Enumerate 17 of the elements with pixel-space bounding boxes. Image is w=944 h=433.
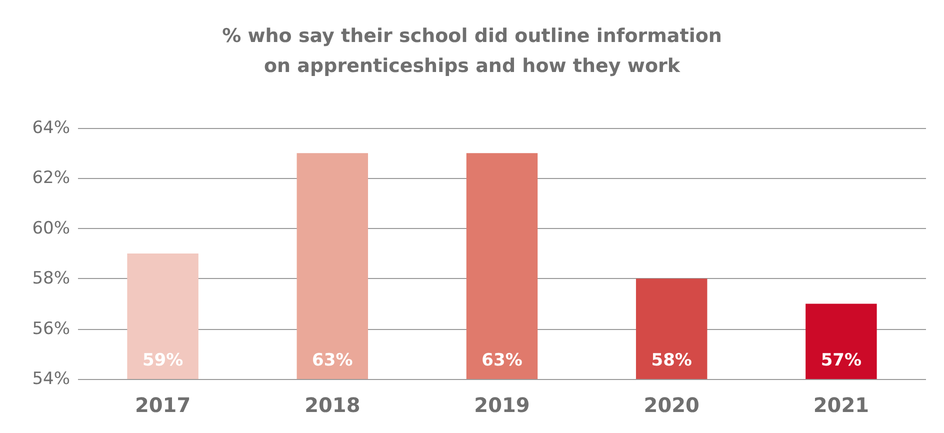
y-tick-label: 54% — [32, 369, 70, 389]
y-tick-label: 64% — [32, 118, 70, 138]
data-label: 63% — [312, 350, 353, 370]
chart-title: % who say their school did outline information on apprenticeships and how they work — [222, 25, 722, 77]
y-tick-label: 56% — [32, 318, 70, 339]
x-tick-label: 2021 — [813, 393, 870, 417]
x-tick-label: 2020 — [644, 393, 700, 417]
y-tick-label: 58% — [32, 268, 70, 289]
data-label: 57% — [820, 350, 862, 370]
x-tick-label: 2019 — [474, 393, 530, 417]
y-tick-label: 62% — [32, 168, 70, 188]
x-tick-label: 2018 — [304, 393, 360, 417]
data-label: 58% — [651, 350, 692, 370]
data-label: 59% — [142, 350, 184, 370]
x-tick-label: 2017 — [134, 393, 191, 417]
data-label: 63% — [482, 350, 522, 370]
y-tick-label: 60% — [32, 218, 70, 238]
